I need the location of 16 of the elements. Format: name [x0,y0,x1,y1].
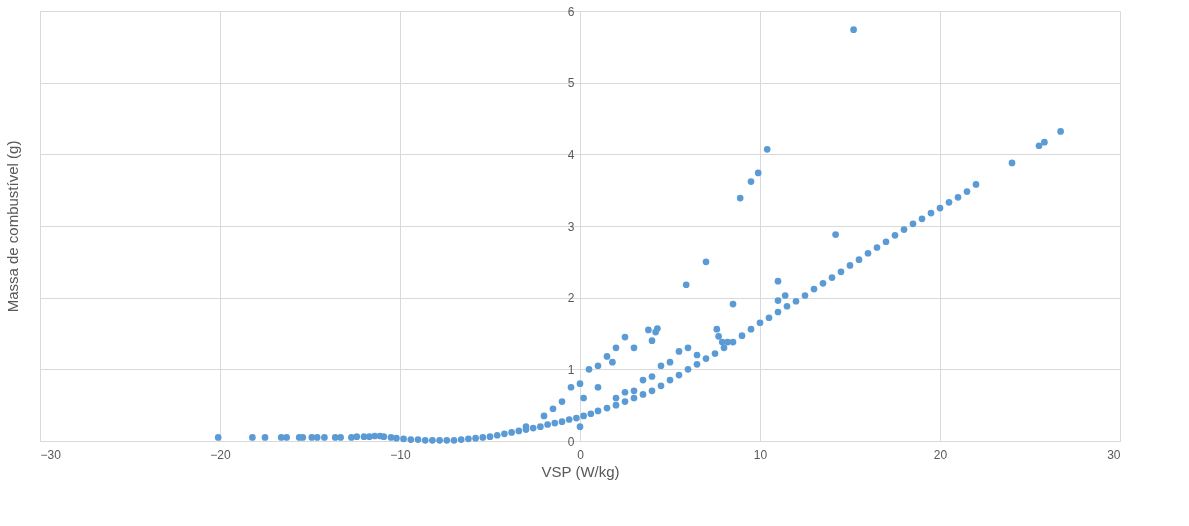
x-tick-label: −30 [40,447,62,462]
y-tick-label: 4 [567,147,575,162]
y-axis-title: Massa de combustível (g) [3,140,21,313]
y-tick-label: 0 [567,434,575,449]
x-axis-title: VSP (W/kg) [541,462,620,480]
x-tick-label: 10 [753,447,768,462]
x-tick-label: 0 [577,447,585,462]
y-tick-label: 1 [567,362,575,377]
x-tick-label: 20 [933,447,948,462]
x-tick-label: 30 [1107,447,1121,462]
y-tick-label: 6 [567,4,575,19]
y-tick-label: 5 [567,76,575,91]
y-tick-label: 2 [567,291,575,306]
x-tick-label: −10 [390,447,411,462]
x-tick-label: −20 [210,447,231,462]
y-tick-label: 3 [567,219,575,234]
